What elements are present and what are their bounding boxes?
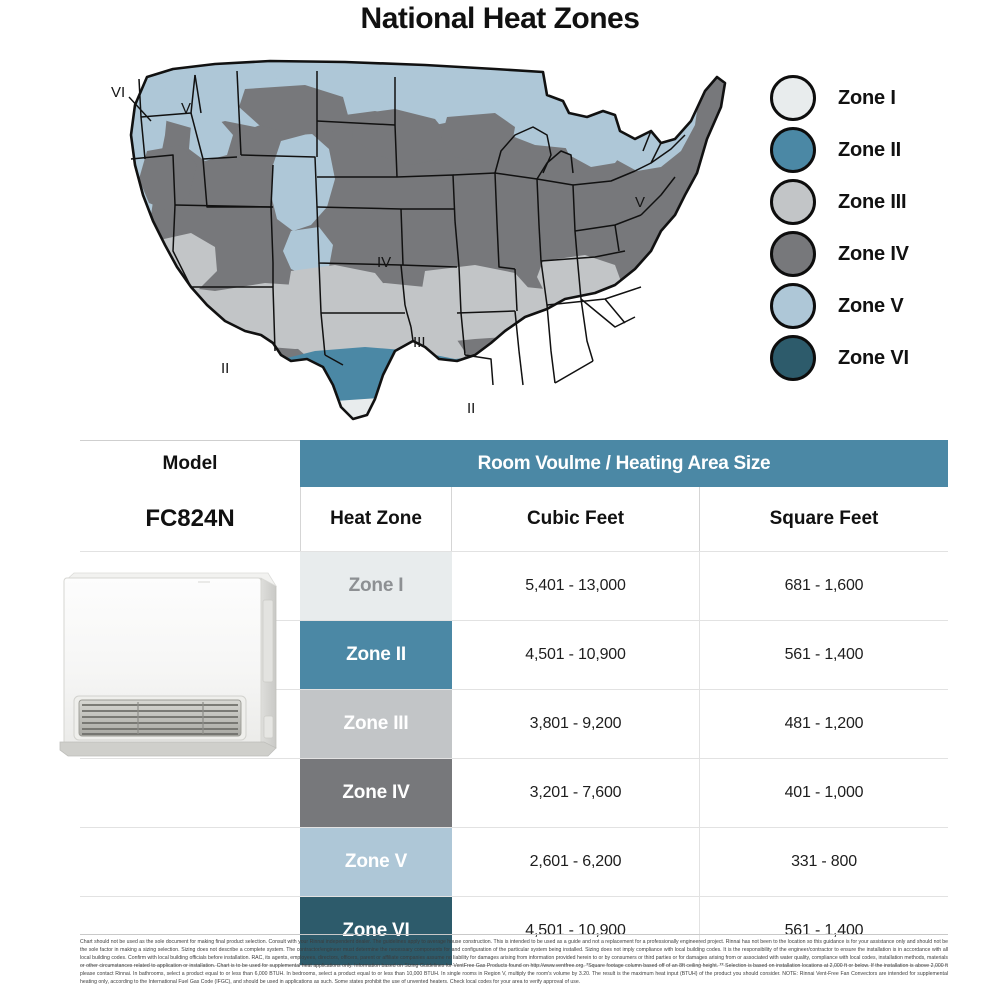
footnote-text: Chart should not be used as the sole doc… [80, 939, 948, 986]
legend-label-zone-3: Zone III [838, 190, 907, 213]
page-title: National Heat Zones [360, 2, 640, 35]
callout-line-vi [128, 96, 152, 122]
header-cubic-feet: Cubic Feet [452, 487, 700, 551]
legend-item-zone-1: Zone I [770, 72, 990, 124]
row-cubic-feet: 2,601 - 6,200 [452, 828, 700, 896]
row-square-feet: 681 - 1,600 [784, 577, 864, 594]
product-image-fc824n [58, 556, 298, 768]
header-model: Model [80, 440, 300, 487]
map-legend: Zone I Zone II Zone III Zone IV Zone V Z… [770, 72, 990, 384]
legend-swatch-zone-1 [770, 75, 816, 121]
legend-item-zone-6: Zone VI [770, 332, 990, 384]
heater-illustration [59, 572, 278, 757]
map-label-v-northeast: V [635, 194, 645, 211]
row-zone-label: Zone I [300, 552, 452, 620]
row-cubic-feet: 3,801 - 9,200 [452, 690, 700, 758]
heater-base [59, 741, 277, 757]
row-zone-label: Zone V [300, 828, 452, 896]
table-row: Zone IV 3,201 - 7,600 401 - 1,000 [80, 758, 948, 827]
legend-item-zone-4: Zone IV [770, 228, 990, 280]
header-room-volume: Room Voulme / Heating Area Size [300, 440, 948, 487]
footnote-divider [80, 934, 948, 935]
map-label-ii-west: II [221, 360, 229, 377]
row-zone-label: Zone III [300, 690, 452, 758]
map-svg: VI V V IV III II II I I [111, 59, 727, 421]
heater-grille-louvers [82, 704, 238, 735]
legend-swatch-zone-2 [770, 127, 816, 173]
row-cubic-feet: 5,401 - 13,000 [452, 552, 700, 620]
table-header-row-1: Model Room Voulme / Heating Area Size [80, 440, 948, 487]
row-cubic-feet: 3,201 - 7,600 [452, 759, 700, 827]
heater-control-panel [262, 599, 274, 683]
row-zone-label: Zone IV [300, 759, 452, 827]
sizing-table: Model Room Voulme / Heating Area Size FC… [80, 440, 948, 966]
table-header-row-2: FC824N Heat Zone Cubic Feet Square Feet [80, 487, 948, 551]
legend-swatch-zone-6 [770, 335, 816, 381]
map-label-iv: IV [377, 254, 391, 271]
map-label-vi: VI [111, 84, 125, 101]
table-row: Zone V 2,601 - 6,200 331 - 800 [80, 827, 948, 896]
row-spacer [80, 759, 300, 827]
legend-swatch-zone-4 [770, 231, 816, 277]
legend-item-zone-3: Zone III [770, 176, 990, 228]
map-label-iii: III [413, 334, 426, 351]
row-zone-label: Zone II [300, 621, 452, 689]
heater-grille [78, 699, 242, 737]
row-square-feet: 331 - 800 [791, 853, 857, 870]
row-square-feet: 481 - 1,200 [784, 715, 864, 732]
map-label-ii-south: II [467, 400, 475, 417]
us-heat-zone-map: VI V V IV III II II I I [95, 55, 735, 425]
header-square-feet: Square Feet [769, 508, 879, 529]
legend-item-zone-2: Zone II [770, 124, 990, 176]
row-cubic-feet: 4,501 - 10,900 [452, 621, 700, 689]
legend-label-zone-1: Zone I [838, 86, 896, 109]
legend-swatch-zone-5 [770, 283, 816, 329]
header-heat-zone: Heat Zone [300, 487, 452, 551]
heater-control-lower [263, 715, 274, 739]
table-row: Zone II 4,501 - 10,900 561 - 1,400 [80, 620, 948, 689]
legend-label-zone-5: Zone V [838, 294, 904, 317]
row-spacer [80, 828, 300, 896]
legend-swatch-zone-3 [770, 179, 816, 225]
legend-item-zone-5: Zone V [770, 280, 990, 332]
table-row: Zone III 3,801 - 9,200 481 - 1,200 [80, 689, 948, 758]
legend-label-zone-2: Zone II [838, 138, 902, 161]
state-borders [130, 70, 686, 386]
map-label-v-west: V [181, 100, 191, 117]
row-zone-label: Zone VI [300, 897, 452, 965]
table-row: Zone I 5,401 - 13,000 681 - 1,600 [80, 551, 948, 620]
legend-label-zone-4: Zone IV [838, 242, 909, 265]
legend-label-zone-6: Zone VI [838, 346, 909, 369]
row-square-feet: 401 - 1,000 [784, 784, 864, 801]
model-value: FC824N [145, 505, 235, 532]
row-square-feet: 561 - 1,400 [784, 646, 864, 663]
